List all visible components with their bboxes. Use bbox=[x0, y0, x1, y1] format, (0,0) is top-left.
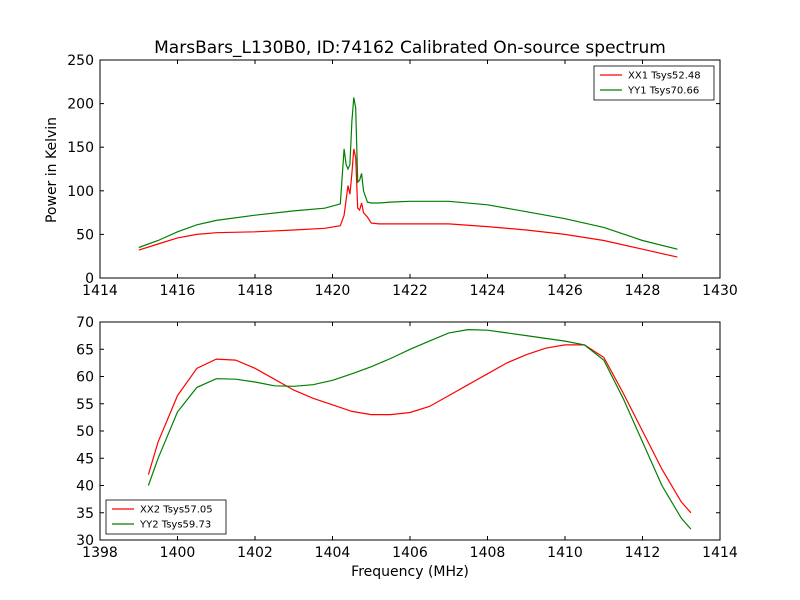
x-tick-label: 1414 bbox=[702, 545, 738, 561]
legend: XX2 Tsys57.05 YY2 Tsys59.73 bbox=[105, 499, 227, 535]
y-tick-label: 40 bbox=[76, 479, 94, 495]
series-line-2-1 bbox=[147, 344, 692, 514]
y-tick-label: 35 bbox=[76, 506, 94, 522]
series-line-1-1 bbox=[138, 148, 678, 258]
y-tick-label: 60 bbox=[76, 370, 94, 386]
x-tick-label: 1400 bbox=[160, 545, 196, 561]
x-tick-label: 1416 bbox=[160, 283, 196, 299]
x-tick-label: 1430 bbox=[702, 283, 738, 299]
x-tick-label: 1410 bbox=[547, 545, 583, 561]
y-tick-label: 200 bbox=[67, 97, 94, 113]
legend-box bbox=[105, 499, 227, 535]
x-tick-label: 1414 bbox=[82, 283, 118, 299]
x-tick-label: 1424 bbox=[470, 283, 506, 299]
y-tick-label: 50 bbox=[76, 227, 94, 243]
y-tick-label: 150 bbox=[67, 140, 94, 156]
x-tick-label: 1398 bbox=[82, 545, 118, 561]
x-tick-label: 1408 bbox=[470, 545, 506, 561]
x-tick-label: 1406 bbox=[392, 545, 428, 561]
legend-box bbox=[593, 65, 715, 101]
x-tick-label: 1422 bbox=[392, 283, 428, 299]
series-line-1-2 bbox=[138, 97, 678, 250]
top-panel: 1414 1416 1418 1420 1422 1424 1426 1428 1430 0 50 1… bbox=[67, 53, 738, 299]
x-tick-label: 1420 bbox=[315, 283, 351, 299]
y-tick-label: 70 bbox=[76, 315, 94, 331]
x-tick-label: 1426 bbox=[547, 283, 583, 299]
top-y-axis-label: Power in Kelvin bbox=[44, 117, 60, 223]
legend-label: YY1 Tsys70.66 bbox=[627, 86, 699, 97]
y-tick-label: 0 bbox=[85, 271, 94, 287]
legend-label: YY2 Tsys59.73 bbox=[139, 520, 211, 531]
y-tick-label: 55 bbox=[76, 397, 94, 413]
x-tick-label: 1404 bbox=[315, 545, 351, 561]
chart-title: MarsBars_L130B0, ID:74162 Calibrated On-… bbox=[154, 38, 666, 58]
y-tick-label: 50 bbox=[76, 424, 94, 440]
bottom-panel: 1398 1400 1402 1404 1406 1408 1410 1412 1414 30 35… bbox=[76, 315, 738, 561]
y-tick-label: 65 bbox=[76, 342, 94, 358]
x-tick-label: 1418 bbox=[237, 283, 273, 299]
x-tick-label: 1428 bbox=[625, 283, 661, 299]
series-line-2-2 bbox=[147, 328, 692, 530]
bottom-x-axis-label: Frequency (MHz) bbox=[351, 564, 469, 580]
y-tick-label: 45 bbox=[76, 451, 94, 467]
legend-label: XX1 Tsys52.48 bbox=[628, 71, 701, 82]
x-tick-label: 1412 bbox=[625, 545, 661, 561]
y-tick-label: 250 bbox=[67, 53, 94, 69]
y-tick-label: 30 bbox=[76, 533, 94, 549]
y-tick-label: 100 bbox=[67, 184, 94, 200]
legend-label: XX2 Tsys57.05 bbox=[140, 505, 213, 516]
x-tick-label: 1402 bbox=[237, 545, 273, 561]
legend: XX1 Tsys52.48 YY1 Tsys70.66 bbox=[593, 65, 715, 101]
